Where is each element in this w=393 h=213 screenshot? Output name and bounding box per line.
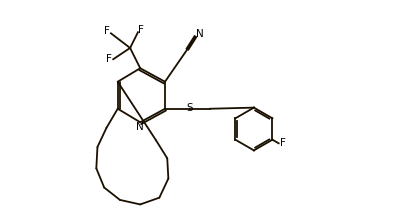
Text: F: F — [104, 26, 110, 36]
Text: S: S — [186, 103, 193, 113]
Text: N: N — [196, 29, 203, 39]
Text: F: F — [106, 54, 112, 64]
Text: F: F — [138, 25, 144, 35]
Text: F: F — [280, 138, 286, 148]
Text: N: N — [136, 122, 144, 132]
